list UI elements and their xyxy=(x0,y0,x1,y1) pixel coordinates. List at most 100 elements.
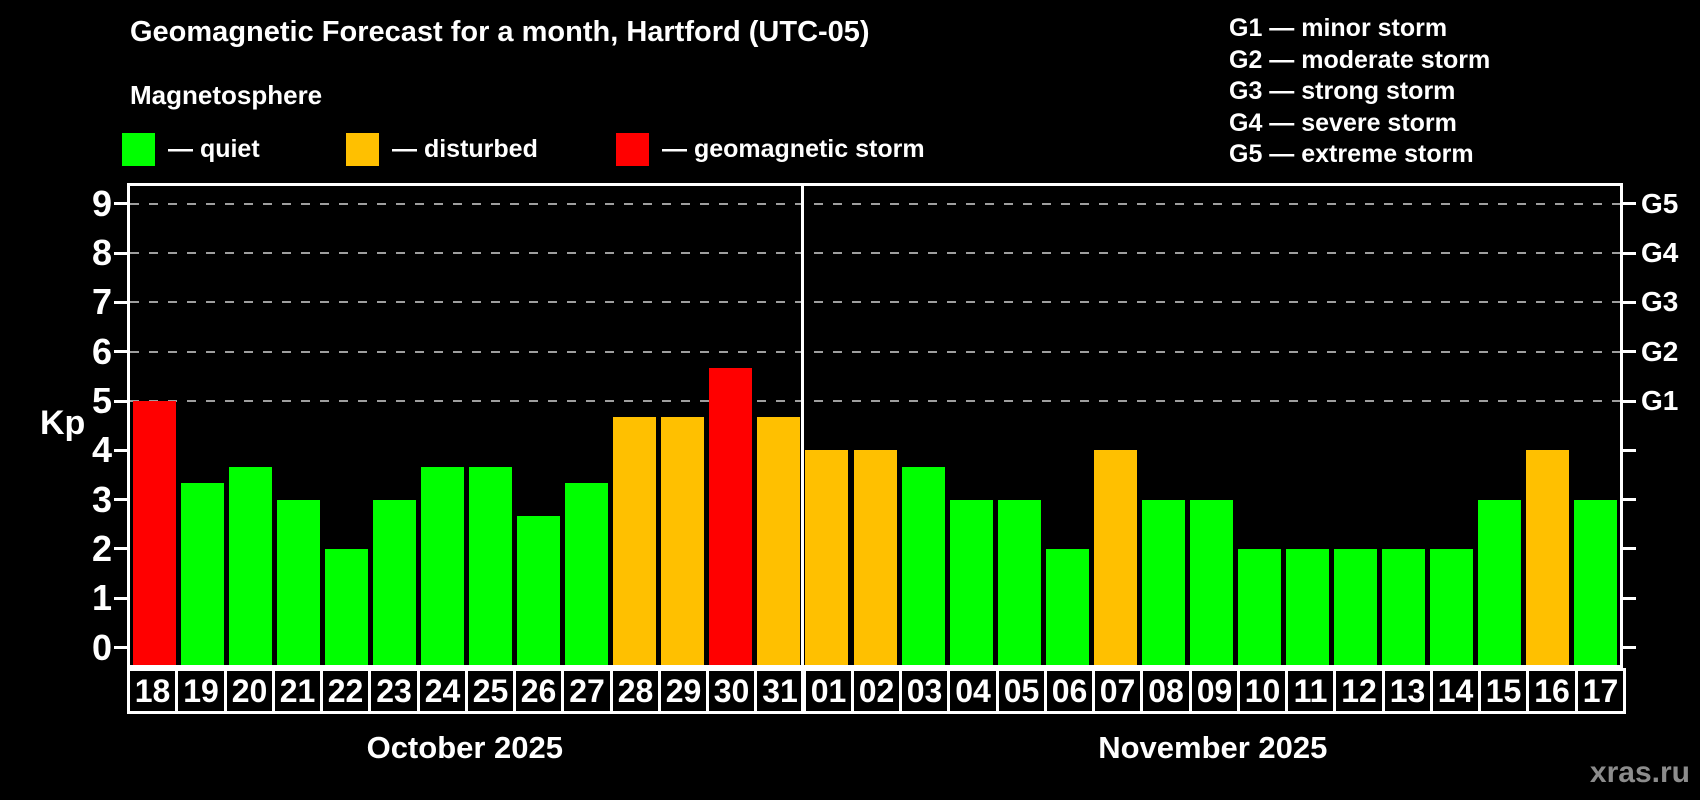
date-label: 26 xyxy=(520,672,557,709)
date-label: 28 xyxy=(617,672,654,709)
kp-bar xyxy=(228,466,272,665)
date-cell: 18 xyxy=(127,668,178,714)
kp-bar xyxy=(661,417,705,665)
date-cell: 24 xyxy=(417,668,468,714)
date-cell: 02 xyxy=(851,668,902,714)
date-label: 06 xyxy=(1051,672,1088,709)
date-cell: 28 xyxy=(610,668,661,714)
g-axis-label: G2 xyxy=(1641,335,1679,367)
g-legend-item: G2 — moderate storm xyxy=(1229,45,1491,74)
date-cell: 01 xyxy=(803,668,854,714)
kp-bar xyxy=(1574,499,1618,665)
kp-bar xyxy=(853,450,897,665)
kp-bar xyxy=(1141,499,1185,665)
kp-bar xyxy=(276,499,320,665)
kp-bar xyxy=(757,417,801,665)
date-cell: 15 xyxy=(1478,668,1529,714)
gridline-kp5 xyxy=(130,400,1620,402)
date-label: 01 xyxy=(810,672,847,709)
kp-bar xyxy=(901,466,945,665)
y-axis-tick-label: 7 xyxy=(91,281,112,323)
kp-bar xyxy=(997,499,1041,665)
date-label: 10 xyxy=(1244,672,1281,709)
y-axis-tick-label: 6 xyxy=(91,330,112,372)
g-axis-label: G5 xyxy=(1641,187,1679,219)
date-label: 07 xyxy=(1099,672,1136,709)
date-cell: 12 xyxy=(1333,668,1385,714)
y-axis-tick-label: 5 xyxy=(91,380,112,421)
date-label: 08 xyxy=(1148,672,1184,709)
kp-bar xyxy=(1286,548,1330,665)
date-cell: 31 xyxy=(754,668,806,714)
disturbed-swatch xyxy=(346,133,379,166)
date-label: 18 xyxy=(134,672,171,709)
date-cell: 11 xyxy=(1285,668,1336,714)
date-cell: 06 xyxy=(1044,668,1095,714)
g-legend-item: G5 — extreme storm xyxy=(1229,140,1474,169)
date-cell: 30 xyxy=(706,668,757,714)
month-separator xyxy=(801,186,805,714)
date-label: 17 xyxy=(1582,672,1619,709)
date-label: 25 xyxy=(472,672,509,709)
y-axis-tick xyxy=(114,646,127,649)
chart-title: Geomagnetic Forecast for a month, Hartfo… xyxy=(130,16,870,48)
kp-bar xyxy=(372,499,416,665)
date-label: 02 xyxy=(858,672,895,709)
date-cell: 21 xyxy=(272,668,323,714)
kp-bar xyxy=(805,450,849,665)
date-label: 03 xyxy=(906,672,943,709)
gridline-kp6 xyxy=(130,350,1620,353)
date-cell: 13 xyxy=(1382,668,1433,714)
gridline-kp7 xyxy=(130,301,1620,304)
g-legend-item: G4 — severe storm xyxy=(1229,108,1457,137)
date-label: 24 xyxy=(424,672,461,709)
g-legend-item: G3 — strong storm xyxy=(1229,77,1456,106)
month-label: November 2025 xyxy=(1098,730,1328,765)
g-axis-tick xyxy=(1623,646,1636,649)
kp-bar xyxy=(709,367,753,665)
date-label: 27 xyxy=(569,672,605,709)
month-label: October 2025 xyxy=(366,730,564,765)
date-cell: 23 xyxy=(368,668,420,714)
g-scale-legend: G1 — minor storm G2 — moderate storm G3 — … xyxy=(1229,13,1490,171)
kp-bar xyxy=(1189,499,1233,665)
g-axis-tick xyxy=(1623,498,1636,502)
kp-bar xyxy=(1238,548,1282,665)
date-label: 19 xyxy=(183,672,219,709)
date-label: 14 xyxy=(1437,672,1474,709)
kp-bar xyxy=(949,499,993,665)
kp-bar xyxy=(1382,548,1426,665)
y-axis-tick-label: 2 xyxy=(91,527,112,569)
kp-bar xyxy=(613,417,657,665)
y-axis-tick xyxy=(114,300,127,304)
date-label: 13 xyxy=(1389,672,1426,709)
y-axis-tick-label: 3 xyxy=(91,478,112,520)
gridline-kp9 xyxy=(130,202,1620,205)
date-cell: 25 xyxy=(465,668,516,714)
y-axis-tick xyxy=(114,547,127,551)
date-cell: 19 xyxy=(175,668,227,714)
g-axis-label: G4 xyxy=(1641,237,1679,269)
g-axis-tick xyxy=(1623,300,1636,304)
date-label: 22 xyxy=(327,672,364,709)
kp-bar xyxy=(1093,450,1137,665)
quiet-legend-label: — quiet xyxy=(168,135,260,163)
date-cell: 04 xyxy=(947,668,999,714)
date-label: 11 xyxy=(1293,672,1328,709)
date-cell: 20 xyxy=(224,668,275,714)
g-axis-tick xyxy=(1623,350,1636,354)
g-axis-label: G3 xyxy=(1641,286,1679,318)
storm-swatch xyxy=(616,133,649,166)
y-axis-tick xyxy=(114,202,127,206)
kp-bar xyxy=(517,515,561,665)
date-label: 29 xyxy=(665,672,702,709)
date-label: 04 xyxy=(955,672,991,709)
date-cell: 07 xyxy=(1092,668,1143,714)
date-cell: 14 xyxy=(1430,668,1481,714)
g-axis-label: G1 xyxy=(1641,385,1679,416)
date-label: 23 xyxy=(376,672,412,709)
date-cell: 09 xyxy=(1189,668,1240,714)
legend-title: Magnetosphere xyxy=(130,80,323,110)
plot-area xyxy=(127,183,1623,668)
date-label: 30 xyxy=(713,672,750,709)
